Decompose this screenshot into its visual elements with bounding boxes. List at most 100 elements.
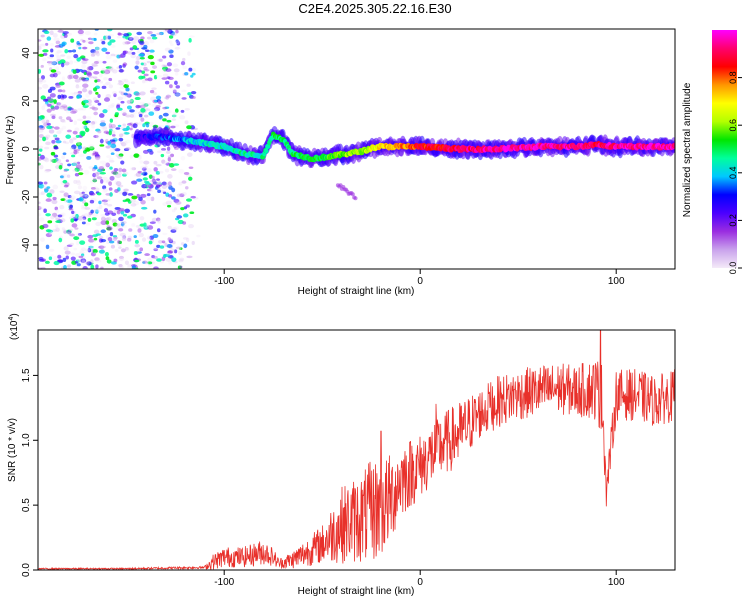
spectrogram-noise-cell [44,157,50,163]
spectrogram-noise-cell [74,218,78,222]
spectrogram-noise-cell [91,167,96,172]
spectrogram-noise-cell [151,87,157,90]
spectrogram-noise-cell [51,199,58,205]
spectrogram-noise-cell [173,207,178,211]
spectrogram-noise-cell [38,134,44,139]
spectrogram-noise-cell [145,123,150,128]
spectrogram-noise-cell [89,100,93,104]
spectrogram-noise-cell [188,166,194,170]
spectrogram-noise-cell [123,78,129,83]
spectrogram-noise-cell [178,250,182,256]
spectrogram-noise-cell [112,59,118,63]
spectrogram-noise-cell [140,117,145,122]
spectrogram-noise-cell [78,197,84,202]
spectrogram-noise-cell [43,116,48,120]
spectrogram-noise-cell [162,232,168,236]
spectrogram-noise-cell [63,230,68,234]
spectrogram-noise-cell [43,30,50,35]
spectrogram-noise-cell [157,219,161,224]
spectrogram-noise-cell [122,213,128,217]
spectrogram-noise-cell [70,38,75,43]
spectrogram-noise-cell [132,113,136,119]
spectrogram-noise-cell [76,57,81,62]
spectrogram-noise-cell [92,172,97,178]
spectrogram-stray-cell [353,196,358,201]
spectrogram-noise-cell [87,234,94,239]
spectrogram-noise-cell [143,69,150,72]
spectrogram-noise-cell [93,61,99,65]
spectrogram-noise-cell [126,93,132,98]
spectrogram-noise-cell [148,240,153,245]
spectrogram-noise-cell [72,161,79,166]
spectrogram-noise-cell [81,193,88,197]
spectrogram-noise-cell [96,52,100,57]
spectrogram-noise-cell [105,193,112,196]
spectrogram-noise-cell [53,134,58,138]
spectrogram-noise-cell [104,198,111,202]
spectrogram-noise-cell [62,257,67,262]
spectrogram-noise-cell [119,264,124,269]
spectrogram-noise-cell [38,206,43,209]
spectrogram-noise-cell [129,127,133,131]
spectrogram-noise-cell [123,30,128,34]
spectrogram-noise-cell [115,127,121,130]
spectrogram-noise-cell [167,155,172,159]
spectrogram-noise-cell [91,217,97,221]
spectrogram-noise-cell [92,166,98,170]
snr-y-label: SNR (10 * v/v) [7,418,18,482]
spectrogram-noise-cell [45,168,52,172]
spectrogram-noise-cell [114,148,121,152]
spectrogram-noise-cell [106,259,112,264]
spectrogram-noise-cell [57,29,64,33]
spectrogram-noise-cell [90,52,97,56]
spectrogram-noise-cell [99,73,103,78]
spectrogram-noise-cell [162,191,167,194]
spectrogram-noise-cell [113,93,117,98]
spectrogram-noise-cell [139,91,146,96]
spectrogram-noise-cell [38,145,44,150]
spectrogram-noise-cell [107,41,112,46]
spectrogram-noise-cell [141,184,148,189]
spectrogram-noise-cell [108,125,114,130]
spectrogram-noise-cell [139,101,145,105]
spectrogram-noise-cell [117,96,124,101]
spectrogram-noise-cell [121,237,127,241]
spectrogram-noise-cell [141,103,148,108]
spectrogram-noise-cell [140,165,145,170]
spectrogram-noise-cell [65,255,69,260]
spectrogram-noise-cell [181,192,187,196]
spectrogram-noise-cell [45,42,49,46]
spectrogram-noise-cell [142,177,148,181]
spectrogram-noise-cell [38,162,41,166]
spectrogram-noise-cell [127,215,133,219]
spectrogram-noise-cell [85,222,91,226]
spectrogram-noise-cell [110,53,116,57]
colorbar-ticks: 0.0 0.2 0.4 0.6 0.8 [728,71,742,274]
spectrogram-noise-cell [116,82,124,86]
spectrogram-noise-cell [76,40,80,46]
spectrogram-noise-cell [85,71,92,76]
snr-y-tick-label: 1.5 [21,368,32,382]
spectrogram-noise-cell [108,84,114,89]
spectrogram-noise-cell [95,233,101,236]
spectrogram-noise-cell [122,50,127,55]
spectrogram-noise-cell [68,95,74,99]
spectrogram-noise-cell [156,32,163,36]
spectrogram-noise-cell [71,144,77,150]
spectrogram-noise-cell [87,214,92,218]
spectrogram-noise-cell [92,248,98,254]
colorbar-tick-label: 0.6 [728,119,738,132]
spectrogram-noise-cell [158,114,163,120]
spectrogram-noise-cell [155,74,163,78]
spectrogram-noise-cell [56,55,62,60]
spectrogram-noise-cell [38,192,43,196]
spectrogram-noise-cell [166,204,172,208]
spectrogram-noise-cell [74,227,79,230]
spectrogram-noise-cell [100,214,106,218]
spectrogram-noise-cell [168,163,175,168]
spectrogram-noise-cell [38,249,42,255]
spectrogram-noise-cell [183,243,188,249]
spectrogram-noise-cell [156,150,162,154]
spectrogram-noise-cell [152,65,158,69]
spectrogram-noise-cell [165,200,173,205]
